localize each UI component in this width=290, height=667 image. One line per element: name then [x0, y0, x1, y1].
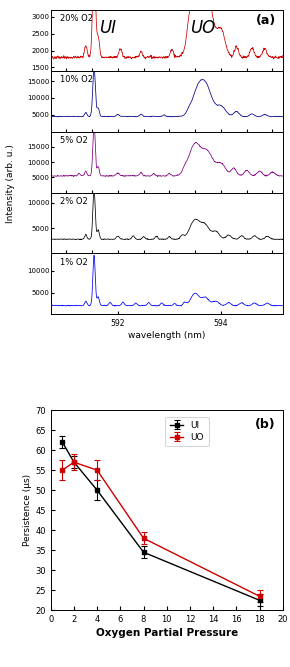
- Text: (a): (a): [255, 14, 276, 27]
- Text: (b): (b): [255, 418, 276, 431]
- Text: 1% O2: 1% O2: [60, 257, 88, 267]
- X-axis label: wavelength (nm): wavelength (nm): [128, 331, 205, 340]
- Text: UI: UI: [99, 19, 117, 37]
- Text: 5% O2: 5% O2: [60, 136, 88, 145]
- Y-axis label: Persistence (μs): Persistence (μs): [23, 474, 32, 546]
- Text: UO: UO: [190, 19, 215, 37]
- Text: 2% O2: 2% O2: [60, 197, 88, 206]
- X-axis label: Oxygen Partial Pressure: Oxygen Partial Pressure: [96, 628, 238, 638]
- Text: Intensity (arb. u.): Intensity (arb. u.): [6, 144, 15, 223]
- Text: 20% O2: 20% O2: [60, 14, 93, 23]
- Text: 10% O2: 10% O2: [60, 75, 93, 84]
- Legend: UI, UO: UI, UO: [165, 417, 209, 446]
